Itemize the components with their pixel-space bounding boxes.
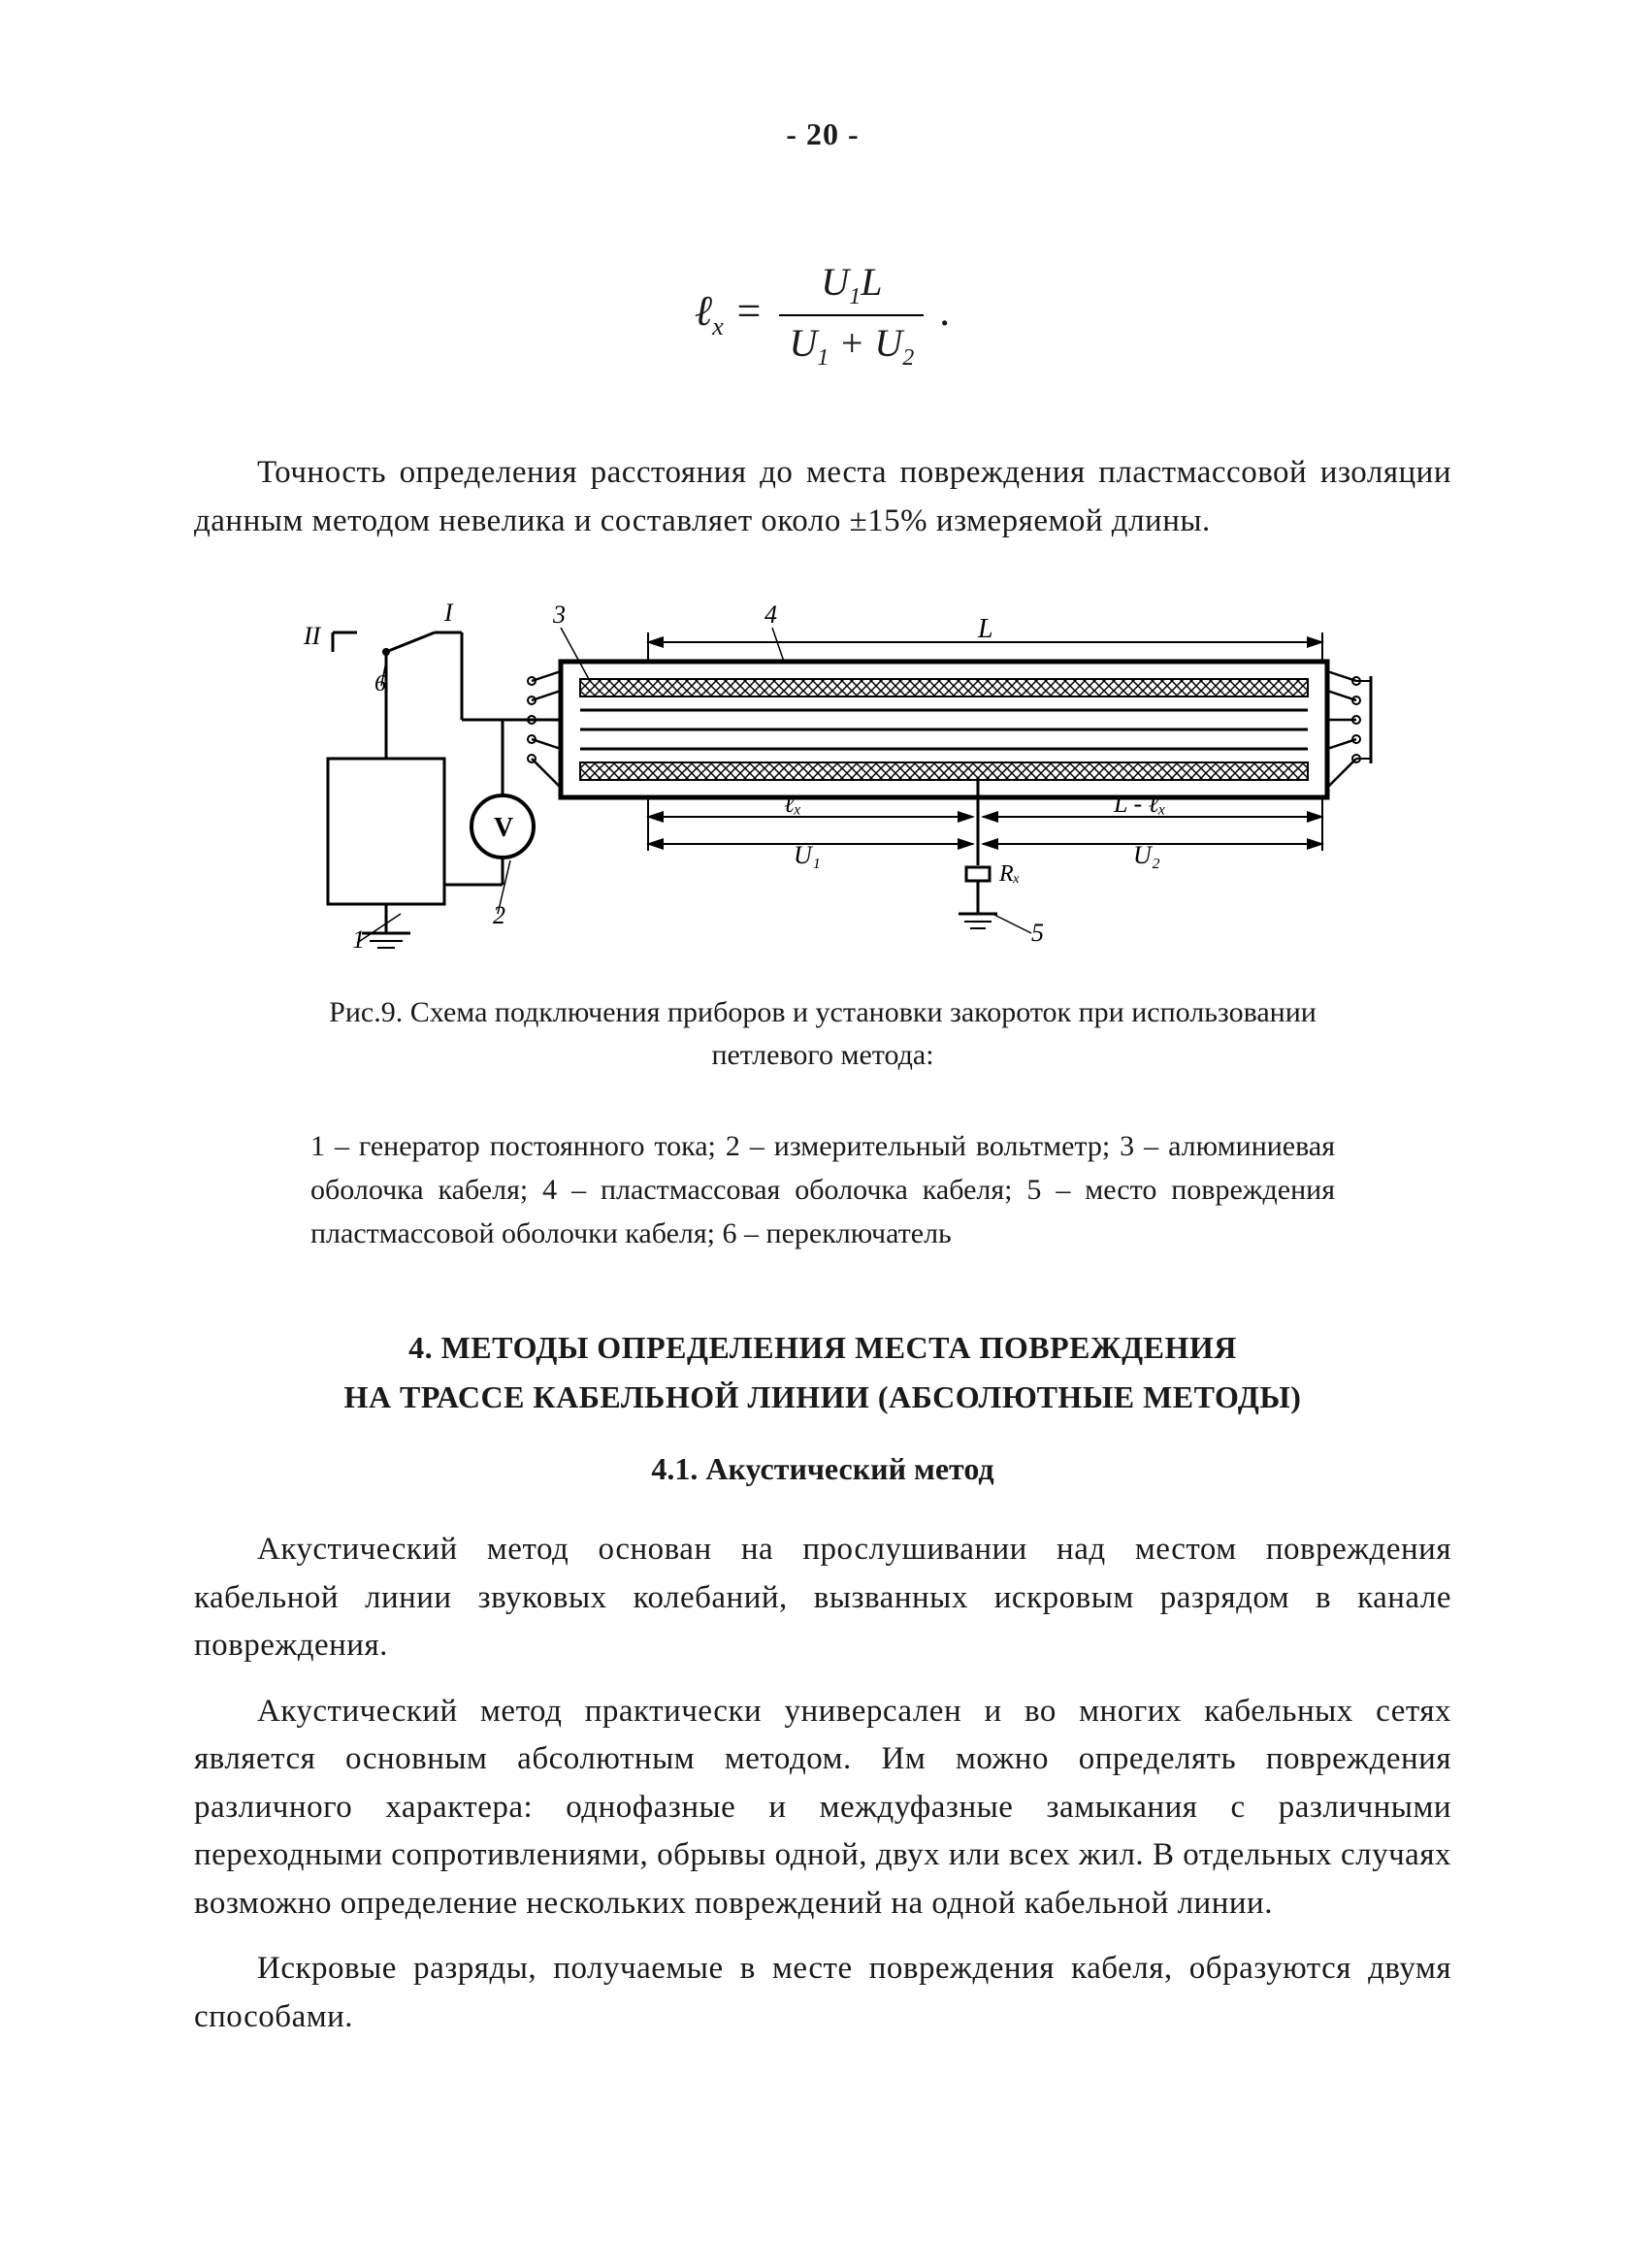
formula-lhs-sub: x [712, 311, 724, 340]
figure-dim-Rx: Rₓ [998, 861, 1020, 887]
figure-label-II: II [303, 622, 322, 650]
figure-dim-U1: U₁ [794, 841, 821, 869]
formula-den-u1: U [789, 321, 817, 365]
figure-svg: 1 II I 6 V 2 [241, 594, 1405, 962]
formula-num-sub: 1 [849, 284, 861, 309]
figure-9: 1 II I 6 V 2 [194, 594, 1451, 962]
page-number: - 20 - [194, 116, 1451, 152]
formula-fraction: U1L U1 + U2 [779, 259, 924, 372]
formula-num-L: L [861, 260, 882, 304]
figure-dim-lx: ℓₓ [784, 790, 801, 818]
formula-period: . [940, 287, 951, 335]
figure-label-I: I [443, 599, 454, 627]
section-heading-line1: 4. МЕТОДЫ ОПРЕДЕЛЕНИЯ МЕСТА ПОВРЕЖДЕНИЯ [194, 1323, 1451, 1373]
figure-label-V: V [494, 813, 513, 843]
formula: ℓx = U1L U1 + U2 . [194, 259, 1451, 372]
section-4-heading: 4. МЕТОДЫ ОПРЕДЕЛЕНИЯ МЕСТА ПОВРЕЖДЕНИЯ … [194, 1323, 1451, 1422]
paragraph-spark-discharges: Искровые разряды, получаемые в месте пов… [194, 1945, 1451, 2041]
figure-label-4: 4 [764, 600, 777, 629]
caption-title: Рис.9. Схема подключения приборов и уста… [310, 991, 1335, 1076]
figure-dim-U2: U₂ [1133, 841, 1160, 869]
section-4-1-heading: 4.1. Акустический метод [194, 1451, 1451, 1487]
formula-den-u2: U [874, 321, 902, 365]
generator-box [328, 759, 444, 904]
page: - 20 - ℓx = U1L U1 + U2 . Точность опред… [0, 0, 1626, 2268]
paragraph-acoustic-universal: Акустический метод практически универсал… [194, 1688, 1451, 1928]
figure-caption: Рис.9. Схема подключения приборов и уста… [310, 991, 1335, 1076]
figure-label-6: 6 [374, 671, 386, 697]
figure-label-5: 5 [1031, 919, 1044, 947]
formula-eq: = [734, 287, 774, 335]
figure-dim-Lmlx: L - ℓₓ [1113, 790, 1166, 818]
paragraph-accuracy: Точность определения расстояния до места… [194, 449, 1451, 545]
formula-den-sub1: 1 [817, 345, 829, 371]
section-heading-line2: НА ТРАССЕ КАБЕЛЬНОЙ ЛИНИИ (АБСОЛЮТНЫЕ МЕ… [194, 1373, 1451, 1422]
formula-den-plus: + [829, 321, 874, 365]
formula-num-u: U [821, 260, 849, 304]
figure-legend: 1 – генератор постоянного тока; 2 – изме… [310, 1124, 1335, 1255]
formula-den-sub2: 2 [902, 345, 914, 371]
formula-lhs-var: ℓ [695, 287, 712, 335]
figure-dim-L: L [977, 614, 993, 644]
figure-label-3: 3 [552, 600, 566, 629]
paragraph-acoustic-intro: Акустический метод основан на прослушива… [194, 1526, 1451, 1670]
